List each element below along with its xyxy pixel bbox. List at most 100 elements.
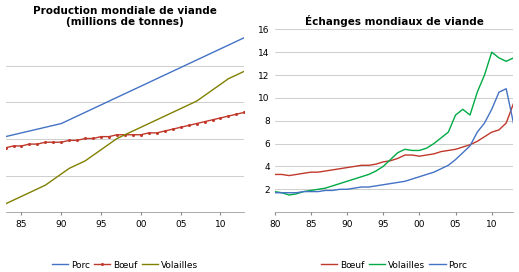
Bœuf	[322, 169, 329, 173]
Volailles	[431, 142, 437, 145]
Volailles	[130, 129, 136, 133]
Porc	[74, 115, 80, 118]
Volailles	[330, 184, 336, 187]
Volailles	[58, 172, 64, 176]
Porc	[438, 167, 444, 170]
Volailles	[293, 192, 299, 196]
Bœuf	[146, 131, 152, 135]
Volailles	[337, 182, 343, 185]
Bœuf	[50, 141, 57, 144]
Volailles	[467, 113, 473, 117]
Bœuf	[460, 146, 466, 149]
Porc	[210, 51, 216, 54]
Bœuf	[82, 137, 88, 140]
Volailles	[365, 173, 372, 176]
Porc	[26, 129, 33, 133]
Bœuf	[66, 139, 72, 142]
Bœuf	[279, 173, 285, 176]
Volailles	[18, 195, 24, 198]
Porc	[225, 44, 231, 47]
Bœuf	[474, 140, 481, 143]
Volailles	[34, 187, 40, 191]
Porc	[394, 181, 401, 184]
Porc	[322, 189, 329, 192]
Porc	[293, 191, 299, 194]
Bœuf	[482, 135, 488, 138]
Volailles	[234, 73, 240, 77]
Volailles	[460, 108, 466, 111]
Porc	[467, 144, 473, 147]
Volailles	[416, 149, 422, 152]
Porc	[106, 100, 112, 103]
Porc	[3, 135, 9, 138]
Bœuf	[373, 163, 379, 166]
Porc	[496, 91, 502, 94]
Volailles	[185, 103, 192, 107]
Porc	[217, 47, 224, 51]
Bœuf	[286, 174, 292, 177]
Volailles	[146, 122, 152, 125]
Bœuf	[114, 133, 120, 136]
Bœuf	[42, 141, 48, 144]
Volailles	[241, 70, 248, 73]
Bœuf	[98, 135, 104, 138]
Bœuf	[177, 126, 184, 129]
Bœuf	[10, 144, 17, 148]
Bœuf	[358, 164, 364, 167]
Volailles	[453, 113, 459, 117]
Porc	[330, 189, 336, 192]
Porc	[424, 173, 430, 176]
Line: Bœuf: Bœuf	[275, 104, 513, 176]
Porc	[373, 184, 379, 187]
Bœuf	[234, 113, 240, 116]
Porc	[34, 128, 40, 131]
Porc	[271, 191, 278, 194]
Porc	[474, 131, 481, 134]
Bœuf	[510, 102, 516, 105]
Bœuf	[3, 146, 9, 149]
Porc	[445, 164, 452, 167]
Volailles	[114, 137, 120, 140]
Volailles	[510, 56, 516, 60]
Volailles	[194, 100, 200, 103]
Porc	[82, 111, 88, 114]
Bœuf	[90, 137, 96, 140]
Volailles	[286, 193, 292, 197]
Porc	[358, 186, 364, 189]
Volailles	[438, 136, 444, 140]
Bœuf	[271, 173, 278, 176]
Porc	[161, 73, 168, 77]
Volailles	[424, 147, 430, 150]
Porc	[409, 177, 415, 181]
Bœuf	[301, 172, 307, 175]
Porc	[241, 36, 248, 39]
Volailles	[373, 169, 379, 173]
Bœuf	[225, 115, 231, 118]
Volailles	[488, 51, 495, 54]
Porc	[114, 96, 120, 99]
Volailles	[82, 159, 88, 163]
Porc	[130, 88, 136, 92]
Volailles	[344, 180, 350, 183]
Bœuf	[241, 111, 248, 114]
Volailles	[122, 133, 128, 136]
Porc	[201, 55, 208, 58]
Volailles	[3, 202, 9, 205]
Bœuf	[170, 128, 176, 131]
Bœuf	[409, 153, 415, 157]
Porc	[344, 188, 350, 191]
Bœuf	[365, 164, 372, 167]
Porc	[194, 58, 200, 62]
Bœuf	[488, 131, 495, 134]
Volailles	[474, 91, 481, 94]
Bœuf	[18, 144, 24, 148]
Bœuf	[438, 150, 444, 153]
Bœuf	[130, 133, 136, 136]
Porc	[301, 190, 307, 193]
Bœuf	[58, 141, 64, 144]
Porc	[431, 171, 437, 174]
Bœuf	[210, 118, 216, 121]
Bœuf	[445, 149, 452, 152]
Volailles	[315, 188, 321, 191]
Bœuf	[26, 143, 33, 146]
